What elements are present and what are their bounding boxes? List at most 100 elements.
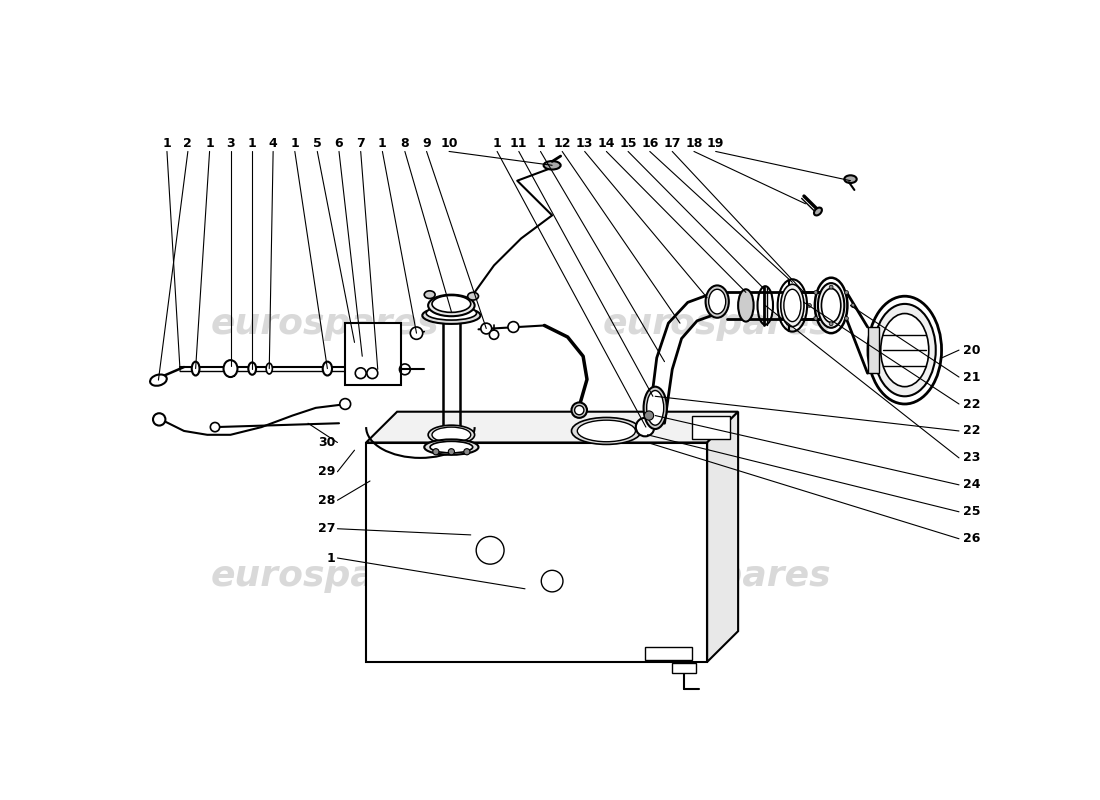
Ellipse shape [322, 362, 332, 375]
Circle shape [367, 368, 377, 378]
Text: 16: 16 [641, 138, 659, 150]
Text: 1: 1 [163, 138, 172, 150]
Ellipse shape [432, 295, 471, 312]
Circle shape [355, 368, 366, 378]
Ellipse shape [572, 418, 641, 445]
Circle shape [814, 317, 817, 320]
Text: 1: 1 [248, 138, 256, 150]
Ellipse shape [814, 207, 822, 215]
Ellipse shape [644, 386, 667, 429]
Text: 6: 6 [334, 138, 343, 150]
Polygon shape [707, 412, 738, 662]
Text: 10: 10 [440, 138, 458, 150]
Circle shape [572, 402, 587, 418]
Circle shape [410, 327, 422, 339]
Circle shape [490, 330, 498, 339]
Text: 26: 26 [962, 532, 980, 546]
Text: 25: 25 [962, 506, 980, 518]
Text: 1: 1 [536, 138, 544, 150]
Ellipse shape [425, 439, 478, 455]
Text: 19: 19 [707, 138, 724, 150]
Text: 9: 9 [422, 138, 431, 150]
Text: 24: 24 [962, 478, 980, 491]
Ellipse shape [543, 161, 561, 170]
Ellipse shape [784, 290, 801, 322]
Text: 8: 8 [400, 138, 409, 150]
Circle shape [574, 406, 584, 414]
Text: 1: 1 [493, 138, 502, 150]
Circle shape [851, 303, 855, 307]
Ellipse shape [249, 362, 256, 374]
Ellipse shape [468, 292, 478, 300]
Ellipse shape [781, 284, 804, 326]
Text: 15: 15 [619, 138, 637, 150]
Text: 1: 1 [327, 551, 336, 565]
Ellipse shape [822, 289, 840, 322]
Ellipse shape [430, 442, 473, 453]
Circle shape [807, 303, 812, 307]
Text: 1: 1 [290, 138, 299, 150]
Ellipse shape [873, 304, 936, 396]
Circle shape [464, 449, 470, 455]
Text: 21: 21 [962, 370, 980, 383]
Text: eurospares: eurospares [603, 307, 832, 341]
Bar [692, 415, 730, 438]
Ellipse shape [422, 307, 481, 324]
Text: 3: 3 [227, 138, 234, 150]
Text: 28: 28 [318, 494, 336, 506]
Ellipse shape [738, 290, 754, 322]
Text: 1: 1 [378, 138, 387, 150]
Circle shape [845, 290, 848, 294]
Circle shape [814, 290, 817, 294]
Ellipse shape [150, 374, 167, 386]
Text: eurospares: eurospares [603, 559, 832, 594]
Ellipse shape [578, 420, 636, 442]
Circle shape [153, 414, 165, 426]
Circle shape [845, 317, 848, 320]
Text: 20: 20 [962, 344, 980, 357]
Text: 30: 30 [318, 436, 336, 449]
Ellipse shape [647, 390, 663, 425]
Circle shape [645, 411, 653, 420]
Ellipse shape [708, 290, 726, 314]
Ellipse shape [223, 360, 238, 377]
Polygon shape [366, 412, 738, 442]
Ellipse shape [845, 175, 857, 183]
Text: 12: 12 [553, 138, 571, 150]
Text: 22: 22 [962, 398, 980, 410]
Bar [366, 442, 707, 662]
Text: 13: 13 [576, 138, 593, 150]
Ellipse shape [428, 294, 474, 316]
Text: 27: 27 [318, 522, 336, 535]
Ellipse shape [425, 291, 436, 298]
Circle shape [449, 449, 454, 455]
Text: eurospares: eurospares [211, 307, 439, 341]
Text: eurospares: eurospares [211, 559, 439, 594]
Text: 7: 7 [356, 138, 365, 150]
Ellipse shape [705, 286, 729, 318]
Text: 2: 2 [184, 138, 192, 150]
Text: 18: 18 [685, 138, 703, 150]
Text: 11: 11 [510, 138, 528, 150]
Text: 29: 29 [318, 466, 336, 478]
Text: 14: 14 [597, 138, 615, 150]
Circle shape [636, 418, 654, 436]
Circle shape [210, 422, 220, 432]
Ellipse shape [426, 306, 476, 320]
Ellipse shape [432, 427, 471, 442]
Text: 22: 22 [962, 425, 980, 438]
Bar [645, 646, 692, 661]
Ellipse shape [868, 296, 942, 404]
Bar [345, 323, 401, 385]
Ellipse shape [428, 425, 474, 445]
Circle shape [432, 449, 439, 455]
Text: 1: 1 [206, 138, 213, 150]
Ellipse shape [818, 283, 845, 328]
Circle shape [340, 398, 351, 410]
Text: 23: 23 [962, 451, 980, 464]
Bar [672, 663, 695, 673]
Bar [868, 327, 879, 373]
Text: 17: 17 [663, 138, 681, 150]
Ellipse shape [881, 314, 928, 386]
Ellipse shape [266, 363, 273, 374]
